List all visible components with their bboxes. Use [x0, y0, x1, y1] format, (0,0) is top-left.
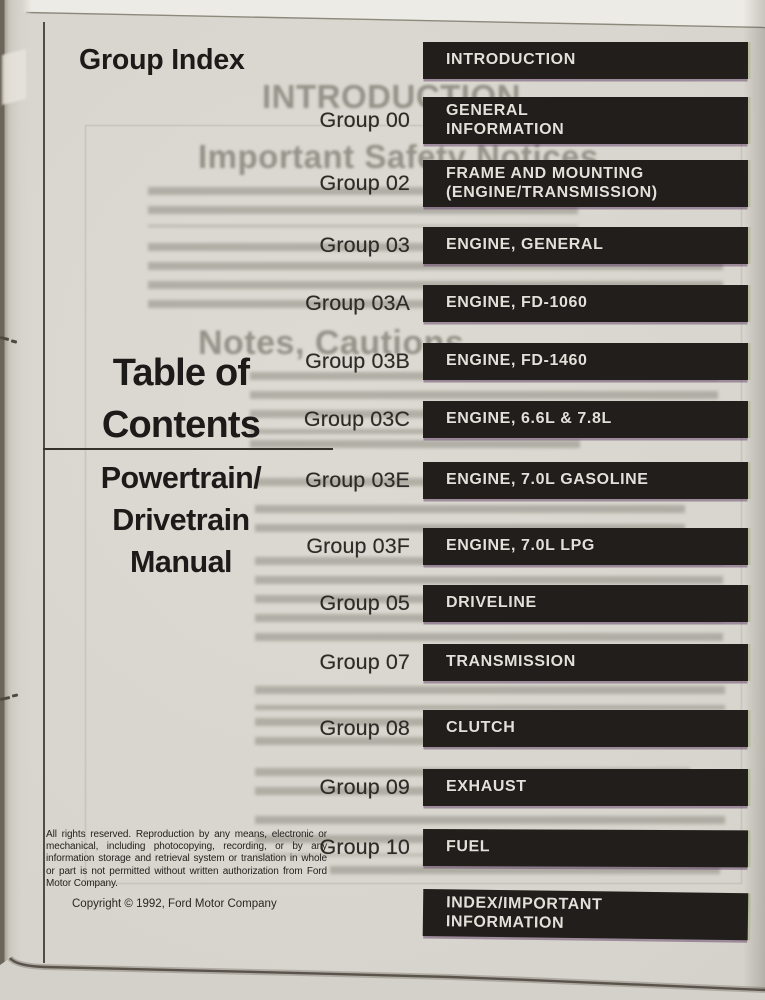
group-row: Group 03B ENGINE, FD-1460 [43, 343, 765, 380]
group-number-label: Group 03 [319, 233, 410, 257]
group-row: Group 10 FUEL [43, 829, 765, 868]
section-title-bar: ENGINE, 7.0L LPG [423, 528, 748, 565]
section-title: TRANSMISSION [446, 653, 576, 671]
book-spine-edge [0, 0, 32, 1000]
page-title-line: Table of [112, 352, 250, 394]
manual-subtitle-line: Drivetrain [112, 503, 250, 538]
section-title: ENGINE, GENERAL [446, 236, 604, 254]
group-number-label: Group 03B [305, 349, 410, 373]
page-curl-shadow [743, 0, 765, 1000]
section-title-bar: ENGINE, FD-1060 [423, 285, 748, 322]
group-row: Group 02 FRAME AND MOUNTING (ENGINE/TRAN… [43, 160, 765, 207]
group-number-label: Group 03A [305, 291, 410, 315]
section-title: GENERAL INFORMATION [446, 101, 565, 138]
section-title-bar: TRANSMISSION [423, 644, 748, 681]
group-row: Group 03A ENGINE, FD-1060 [43, 285, 765, 322]
section-title-bar: GENERAL INFORMATION [423, 97, 748, 144]
group-number-label: Group 07 [319, 650, 410, 674]
page-border-line [43, 22, 45, 963]
section-title-bar: ENGINE, 6.6L & 7.8L [423, 401, 748, 438]
group-row: Group 09 EXHAUST [43, 769, 765, 806]
group-row: INDEX/IMPORTANT INFORMATION [43, 889, 765, 941]
section-title-bar: EXHAUST [423, 769, 748, 806]
group-row: Group 03 ENGINE, GENERAL [43, 227, 765, 264]
ghost-paragraph-lines [255, 686, 725, 710]
spine-highlight [2, 49, 26, 105]
section-title: ENGINE, 7.0L LPG [446, 537, 595, 555]
manual-subtitle-line: Manual [129, 545, 233, 580]
bleed-through-box-border [85, 125, 742, 884]
group-row: Group 03F ENGINE, 7.0L LPG [43, 528, 765, 565]
group-row: Group 03C ENGINE, 6.6L & 7.8L [43, 401, 765, 438]
group-row: Group 00 GENERAL INFORMATION [43, 97, 765, 144]
section-title: ENGINE, FD-1460 [446, 352, 588, 370]
section-title-bar: ENGINE, 7.0L GASOLINE [423, 462, 748, 499]
section-title: EXHAUST [446, 778, 527, 796]
section-title: DRIVELINE [446, 594, 537, 612]
section-title-bar: FRAME AND MOUNTING (ENGINE/TRANSMISSION) [423, 160, 748, 207]
group-number-label: Group 09 [319, 775, 410, 799]
bleed-through-heading: Notes, Cautions [198, 324, 465, 362]
group-number-label: Group 03F [306, 534, 410, 558]
group-number-label: Group 03C [303, 407, 410, 431]
group-number-label: Group 00 [319, 108, 410, 132]
group-row: Group 08 CLUTCH [43, 710, 765, 747]
ghost-paragraph-lines [250, 440, 580, 456]
title-divider-rule [43, 448, 333, 450]
group-number-label: Group 10 [319, 835, 410, 859]
group-number-label: Group 02 [319, 171, 410, 195]
copyright-line: Copyright © 1992, Ford Motor Company [72, 898, 277, 910]
section-title: FRAME AND MOUNTING (ENGINE/TRANSMISSION) [446, 164, 658, 201]
section-title: ENGINE, 7.0L GASOLINE [446, 471, 649, 489]
section-title-bar: INTRODUCTION [423, 42, 748, 79]
page-title: Table of Contents [45, 347, 317, 452]
section-title-bar: CLUTCH [423, 710, 748, 747]
section-title: ENGINE, 6.6L & 7.8L [446, 410, 612, 428]
group-number-label: Group 05 [319, 591, 410, 615]
group-index-list: INTRODUCTION Group 00 GENERAL INFORMATIO… [43, 42, 765, 941]
section-title-bar: FUEL [422, 829, 749, 868]
section-title-bar: ENGINE, FD-1460 [423, 343, 748, 380]
group-row: Group 05 DRIVELINE [43, 585, 765, 622]
group-number-label: Group 08 [319, 716, 410, 740]
ghost-paragraph-lines [330, 866, 720, 884]
section-title-bar: INDEX/IMPORTANT INFORMATION [422, 889, 749, 941]
section-title: INTRODUCTION [446, 51, 576, 69]
page-bottom-edge [0, 955, 765, 1000]
section-title: CLUTCH [446, 719, 516, 737]
rights-notice: All rights reserved. Reproduction by any… [46, 829, 327, 889]
section-title-bar: DRIVELINE [423, 585, 748, 622]
page-heading: Group Index [79, 44, 245, 76]
group-row: Group 03E ENGINE, 7.0L GASOLINE [43, 462, 765, 499]
page-top-edge [0, 0, 765, 29]
manual-subtitle-line: Powertrain/ [100, 461, 262, 495]
group-row: INTRODUCTION [43, 42, 765, 79]
group-row: Group 07 TRANSMISSION [43, 644, 765, 681]
manual-subtitle: Powertrain/ Drivetrain Manual [45, 457, 317, 583]
group-number-label: Group 03E [305, 468, 410, 492]
section-title: ENGINE, FD-1060 [446, 294, 588, 312]
section-title: FUEL [445, 838, 491, 856]
page-title-line: Contents [101, 404, 261, 447]
section-title-bar: ENGINE, GENERAL [423, 227, 748, 264]
section-title: INDEX/IMPORTANT INFORMATION [445, 894, 603, 932]
